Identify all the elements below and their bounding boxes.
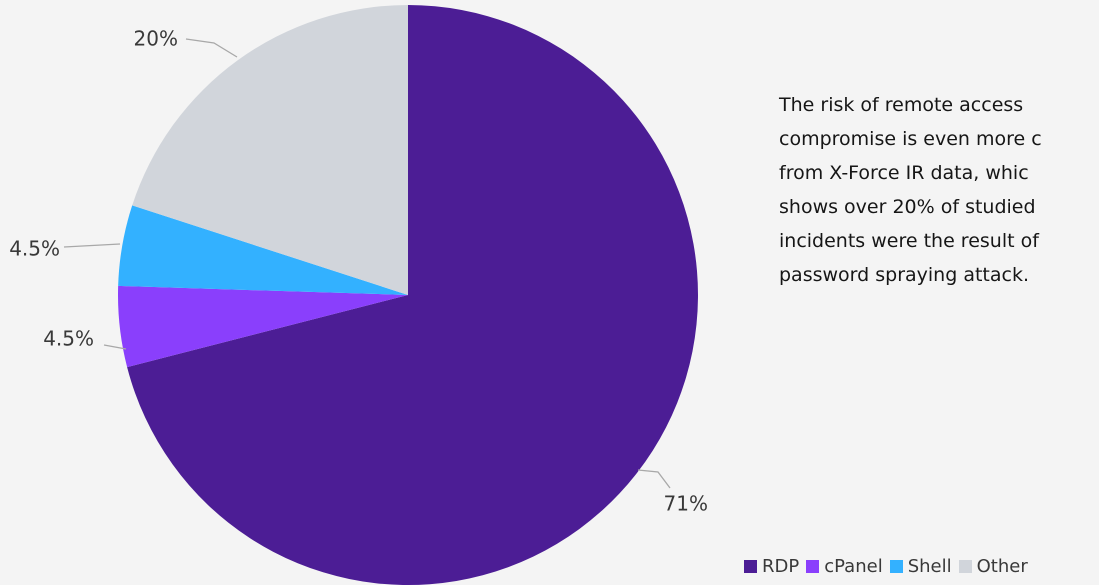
legend-label-rdp: RDP <box>762 556 800 577</box>
data-label-shell: 4.5% <box>9 237 60 261</box>
data-label-other: 20% <box>134 27 178 51</box>
annotation-line: incidents were the result of <box>779 230 1039 252</box>
legend-item-other[interactable]: Other <box>958 556 1028 577</box>
legend-item-rdp[interactable]: RDP <box>744 556 799 577</box>
legend: RDP cPanel Shell Other <box>744 556 1035 577</box>
legend-swatch-rdp <box>744 560 757 573</box>
pie-slice-other[interactable] <box>132 5 408 295</box>
legend-item-shell[interactable]: Shell <box>889 556 952 577</box>
legend-label-other: Other <box>976 556 1028 577</box>
leader-line-other <box>185 38 238 58</box>
legend-swatch-other <box>958 560 972 573</box>
pie-slice-shell[interactable] <box>118 205 408 295</box>
leader-line-cpanel <box>103 344 127 350</box>
legend-label-cpanel: cPanel <box>824 556 883 577</box>
annotation-line: password spraying attack. <box>779 264 1029 286</box>
annotation-line: The risk of remote access <box>779 94 1024 116</box>
legend-swatch-cpanel <box>806 560 820 573</box>
legend-item-cpanel[interactable]: cPanel <box>806 556 883 577</box>
leader-line-rdp <box>637 469 671 489</box>
leader-line-shell <box>63 243 121 248</box>
annotation-line: compromise is even more c <box>779 128 1042 150</box>
annotation-line: shows over 20% of studied <box>779 196 1036 218</box>
legend-swatch-shell <box>889 560 903 573</box>
data-label-rdp: 71% <box>664 492 708 516</box>
pie-slice-cpanel[interactable] <box>117 285 408 368</box>
annotation-text: The risk of remote access compromise is … <box>779 88 1099 292</box>
data-label-cpanel: 4.5% <box>43 327 94 351</box>
pie-slice-rdp[interactable] <box>127 5 698 585</box>
legend-label-shell: Shell <box>907 556 952 577</box>
annotation-line: from X-Force IR data, whic <box>779 162 1029 184</box>
